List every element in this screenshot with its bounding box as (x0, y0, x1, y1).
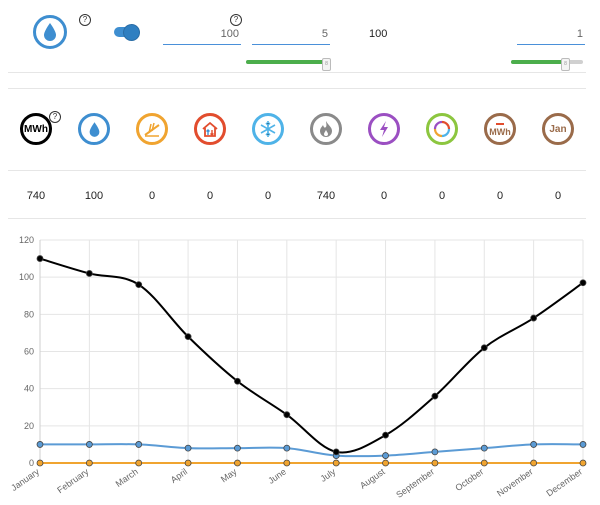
data-point (431, 392, 439, 400)
divider (8, 72, 586, 73)
data-point (530, 314, 538, 322)
toggle-knob (123, 24, 140, 41)
data-point (283, 459, 291, 467)
value-cycle: 0 (438, 190, 446, 202)
data-point (283, 411, 291, 419)
month-label: Jan (549, 123, 567, 135)
data-point (480, 444, 488, 452)
snowflake-icon[interactable] (252, 113, 284, 145)
month-icon[interactable]: Jan (542, 113, 574, 145)
data-point (36, 255, 44, 262)
x-tick-label: July (318, 466, 337, 484)
data-point (85, 441, 93, 448)
value-mwh-total: 740 (26, 190, 46, 202)
data-point (579, 279, 587, 287)
data-point (234, 444, 241, 452)
data-point (85, 459, 93, 467)
water-icon[interactable] (78, 113, 110, 145)
y-tick-label: 0 (29, 458, 34, 468)
water-toggle-icon[interactable] (33, 15, 67, 49)
third-slider[interactable]: 8 (511, 58, 583, 71)
data-point (184, 444, 192, 452)
x-tick-label: December (544, 466, 584, 498)
mwh-minus-label: MWh (489, 126, 511, 137)
solar-panel-icon[interactable] (136, 113, 168, 145)
data-point (135, 281, 143, 288)
third-slider-handle[interactable]: 8 (561, 58, 570, 71)
divider (8, 170, 586, 171)
data-point (36, 441, 44, 448)
value-gas-flame: 740 (316, 190, 336, 202)
x-tick-label: October (453, 466, 485, 493)
gas-flame-icon[interactable] (310, 113, 342, 145)
first-number-input[interactable] (163, 24, 241, 45)
data-point (431, 459, 439, 467)
data-point (382, 452, 389, 459)
y-tick-label: 20 (24, 421, 34, 431)
data-point (184, 333, 192, 341)
divider (8, 88, 586, 89)
data-point (431, 448, 439, 456)
third-number-input[interactable] (517, 24, 585, 45)
x-tick-label: March (114, 466, 140, 489)
help-icon[interactable]: ? (49, 111, 61, 123)
value-mwh-minus: 0 (496, 190, 504, 202)
data-point (382, 459, 389, 467)
y-tick-label: 40 (24, 384, 34, 394)
data-point (480, 459, 488, 467)
data-point (579, 459, 587, 467)
help-icon[interactable]: ? (79, 14, 91, 26)
mwh-total-label: MWh (24, 123, 48, 135)
monthly-line-chart: 0 20 40 60 80 100 120 January February March April… (9, 235, 587, 500)
x-tick-label: June (266, 466, 288, 485)
second-slider[interactable]: 8 (246, 58, 331, 71)
y-tick-label: 80 (24, 309, 34, 319)
data-point (530, 459, 538, 467)
x-tick-label: January (9, 466, 41, 493)
second-slider-handle[interactable]: 8 (322, 58, 331, 71)
data-point (234, 459, 241, 467)
x-tick-label: April (169, 466, 189, 485)
value-month: 0 (554, 190, 562, 202)
data-point (480, 344, 488, 352)
toggle-switch[interactable] (114, 24, 140, 41)
data-point (579, 441, 587, 448)
mwh-total-icon[interactable]: MWh (20, 113, 52, 145)
plain-value: 100 (369, 28, 388, 40)
cycle-icon[interactable] (426, 113, 458, 145)
divider (8, 218, 586, 219)
data-point (135, 459, 143, 467)
series-line (39, 257, 584, 454)
data-point (234, 377, 241, 385)
mwh-minus-icon[interactable]: MWh (484, 113, 516, 145)
y-tick-label: 100 (19, 272, 34, 282)
data-point (382, 431, 389, 439)
electric-icon[interactable] (368, 113, 400, 145)
data-point (184, 459, 192, 467)
second-slider-fill (246, 60, 326, 64)
y-tick-label: 60 (24, 347, 34, 357)
data-point (85, 270, 93, 277)
data-point (332, 448, 340, 456)
data-point (36, 459, 44, 467)
heat-house-icon[interactable] (194, 113, 226, 145)
series-line (39, 443, 584, 458)
x-tick-label: November (495, 466, 535, 498)
value-snowflake: 0 (264, 190, 272, 202)
data-point (283, 444, 291, 452)
value-electric: 0 (380, 190, 388, 202)
value-heat-house: 0 (206, 190, 214, 202)
data-point (135, 441, 143, 448)
value-solar: 0 (148, 190, 156, 202)
data-point (332, 459, 340, 467)
data-point (530, 441, 538, 448)
x-tick-label: August (358, 466, 387, 491)
x-tick-label: September (394, 466, 436, 499)
second-number-input[interactable] (252, 24, 330, 45)
y-tick-label: 120 (19, 235, 34, 245)
x-tick-label: May (219, 466, 239, 484)
value-water: 100 (84, 190, 104, 202)
x-tick-label: February (55, 466, 91, 495)
third-slider-fill (511, 60, 565, 64)
